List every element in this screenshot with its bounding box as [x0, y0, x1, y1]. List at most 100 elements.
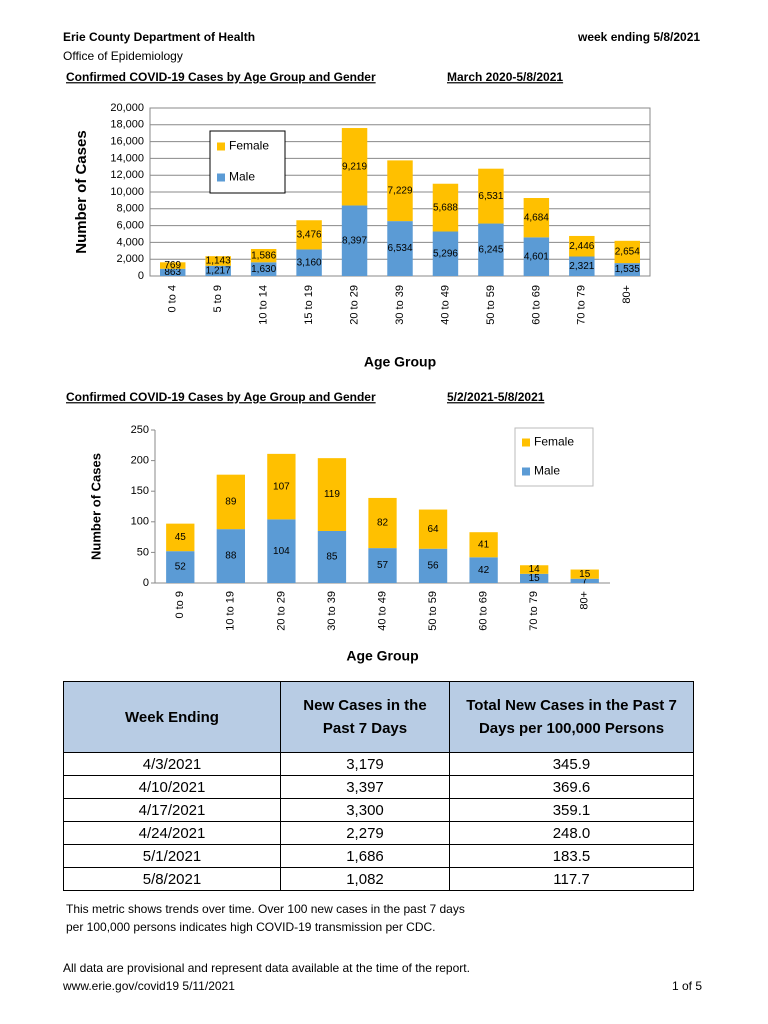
- charts: Confirmed COVID-19 Cases by Age Group an…: [66, 70, 651, 664]
- legend-label: Male: [534, 464, 560, 478]
- data-label: 7: [582, 575, 588, 586]
- table-cell: 4/10/2021: [63, 775, 281, 799]
- bar-segment: [432, 183, 459, 232]
- table-row: 4/3/2021 3,179 345.9: [63, 752, 694, 776]
- data-label: 8,397: [342, 235, 367, 246]
- bar-segment: [267, 519, 296, 583]
- data-label: 6,245: [478, 244, 503, 255]
- data-label: 7,229: [387, 185, 412, 196]
- legend-swatch: [522, 438, 530, 447]
- y-tick-label: 200: [131, 455, 149, 467]
- x-tick-label: 80+: [621, 285, 633, 304]
- bar-segment: [250, 262, 277, 276]
- table-cell: 3,179: [280, 752, 450, 776]
- data-label: 1,535: [615, 264, 640, 275]
- data-label: 769: [164, 260, 181, 271]
- bar-segment: [160, 262, 186, 269]
- data-table: Week Ending New Cases in the Past 7 Days T…: [63, 681, 694, 891]
- table-cell: 345.9: [449, 752, 694, 776]
- legend-swatch: [217, 173, 225, 182]
- bar-segment: [469, 532, 498, 558]
- y-tick-label: 0: [143, 577, 149, 589]
- table-cell: 5/1/2021: [63, 844, 281, 868]
- data-label: 82: [377, 518, 389, 529]
- chart-title: Confirmed COVID-19 Cases by Age Group an…: [66, 390, 376, 404]
- x-axis-title: Age Group: [364, 354, 436, 370]
- bar-segment: [520, 565, 549, 574]
- column-header: New Cases in the Past 7 Days: [280, 681, 450, 753]
- week-ending: week ending 5/8/2021: [578, 30, 701, 44]
- data-label: 3,160: [297, 257, 322, 268]
- disclaimer: All data are provisional and represent d…: [63, 961, 470, 975]
- table-cell: 3,397: [280, 775, 450, 799]
- column-header: Week Ending: [63, 681, 281, 753]
- bar-segment: [387, 160, 413, 222]
- bar-segment: [205, 256, 231, 266]
- data-label: 4,684: [524, 212, 549, 223]
- table-cell: 3,300: [280, 798, 450, 822]
- data-label: 89: [225, 497, 237, 508]
- x-tick-label: 80+: [579, 591, 591, 610]
- data-label: 41: [478, 539, 490, 550]
- data-label: 4,601: [524, 251, 549, 262]
- bar-segment: [341, 128, 368, 206]
- legend-swatch: [522, 467, 530, 476]
- data-label: 45: [175, 532, 187, 543]
- table-row: 5/1/2021 1,686 183.5: [63, 844, 694, 868]
- y-tick-label: 100: [131, 516, 149, 528]
- data-label: 9,219: [342, 161, 367, 172]
- bar-segment: [296, 249, 322, 276]
- data-label: 119: [324, 489, 340, 500]
- x-tick-label: 30 to 39: [394, 285, 406, 325]
- x-tick-label: 5 to 9: [212, 285, 224, 313]
- table-cell: 2,279: [280, 821, 450, 845]
- table-cell: 5/8/2021: [63, 867, 281, 891]
- bar-segment: [478, 223, 504, 276]
- bar-segment: [614, 240, 640, 264]
- x-tick-label: 70 to 79: [528, 591, 540, 631]
- chart-subtitle: 5/2/2021-5/8/2021: [447, 390, 545, 404]
- x-tick-label: 0 to 4: [167, 285, 179, 313]
- bar-segment: [166, 523, 195, 552]
- bar-segment: [569, 256, 595, 276]
- chart-title: Confirmed COVID-19 Cases by Age Group an…: [66, 70, 376, 84]
- data-label: 42: [478, 565, 490, 576]
- x-axis-title: Age Group: [346, 648, 418, 664]
- data-label: 5,296: [433, 248, 458, 259]
- bar-segment: [418, 548, 448, 583]
- bar-segment: [520, 573, 549, 583]
- bar-segment: [216, 529, 245, 583]
- data-label: 1,143: [206, 256, 231, 267]
- x-tick-label: 20 to 29: [348, 285, 360, 325]
- bar-segment: [469, 557, 498, 583]
- y-tick-label: 10,000: [110, 186, 144, 198]
- y-tick-label: 250: [131, 424, 149, 436]
- table-cell: 4/3/2021: [63, 752, 281, 776]
- x-tick-label: 50 to 59: [485, 285, 497, 325]
- y-axis-title: Number of Cases: [88, 453, 103, 560]
- source-url: www.erie.gov/covid19 5/11/2021: [63, 979, 235, 993]
- bar-segment: [570, 569, 599, 579]
- bar-segment: [614, 263, 640, 276]
- table-cell: 4/24/2021: [63, 821, 281, 845]
- table-row: 5/8/2021 1,082 117.7: [63, 867, 694, 891]
- table-header-row: Week Ending New Cases in the Past 7 Days T…: [63, 681, 694, 753]
- data-label: 107: [273, 481, 290, 492]
- column-header: Total New Cases in the Past 7 Days per 1…: [449, 681, 694, 753]
- y-tick-label: 6,000: [116, 220, 144, 232]
- legend-swatch: [217, 142, 225, 151]
- data-label: 863: [164, 267, 181, 278]
- x-tick-label: 60 to 69: [478, 591, 490, 631]
- bar-segment: [570, 578, 599, 583]
- legend-box: [209, 130, 286, 194]
- y-tick-label: 18,000: [110, 119, 144, 131]
- x-tick-label: 60 to 69: [530, 285, 542, 325]
- x-tick-label: 30 to 39: [326, 591, 338, 631]
- x-tick-label: 0 to 9: [174, 591, 186, 619]
- bar-segment: [418, 509, 448, 549]
- y-tick-label: 8,000: [116, 203, 144, 215]
- table-row: 4/17/2021 3,300 359.1: [63, 798, 694, 822]
- table-cell: 117.7: [449, 867, 694, 891]
- data-label: 1,217: [206, 266, 231, 277]
